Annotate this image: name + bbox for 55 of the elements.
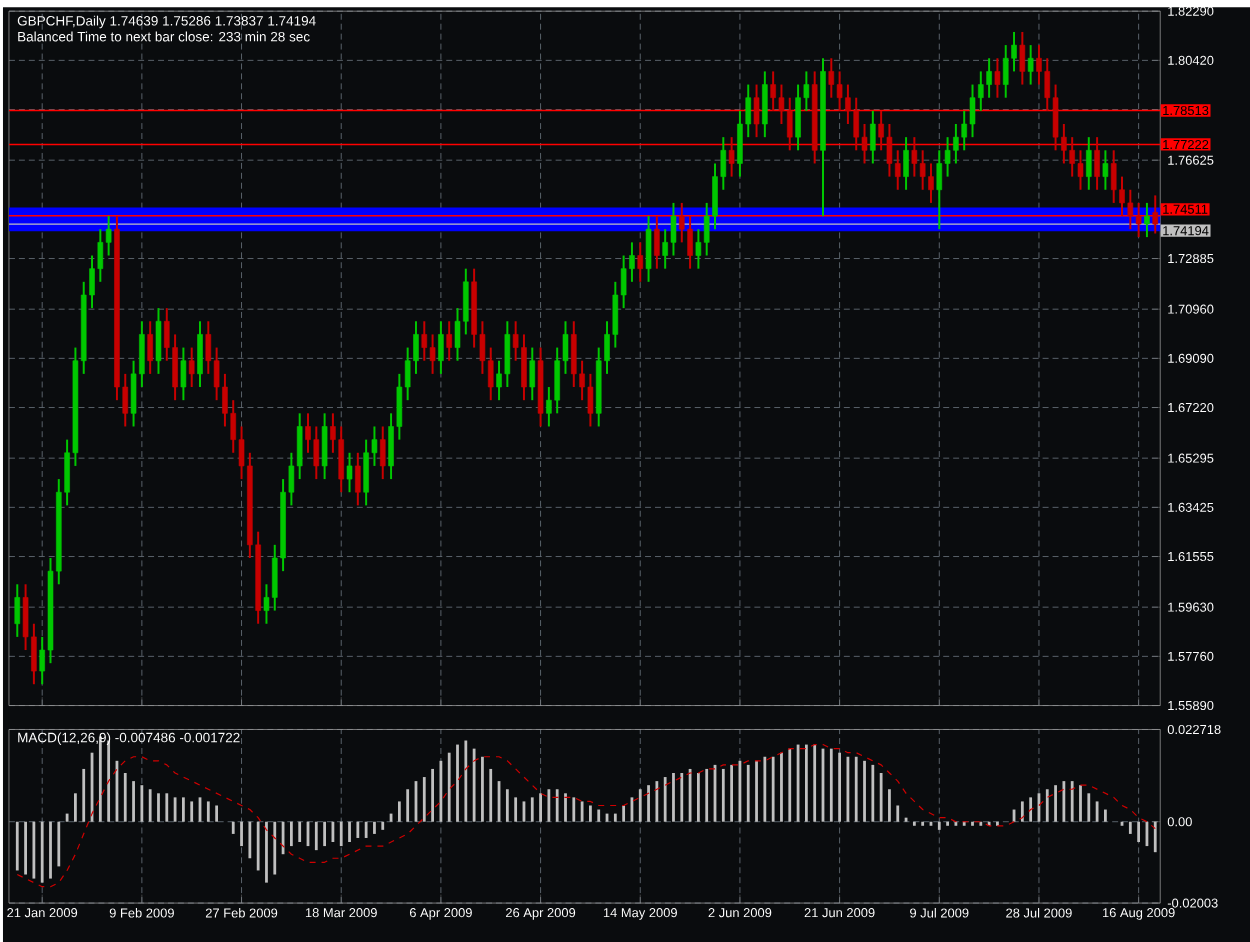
candlestick [637, 240, 644, 283]
candlestick [346, 451, 353, 493]
candlestick [438, 319, 444, 375]
candlestick [911, 135, 918, 178]
candlestick [504, 319, 511, 388]
candlestick [521, 332, 527, 401]
candlestick [1019, 30, 1026, 86]
candlestick [1135, 201, 1142, 238]
candlestick [762, 69, 768, 138]
candlestick [1094, 135, 1100, 191]
candlestick [886, 122, 893, 178]
candlestick [313, 425, 320, 480]
candlestick [355, 451, 361, 506]
candlestick [687, 214, 693, 270]
candlestick [147, 319, 153, 375]
candlestick [321, 411, 328, 480]
candlestick [986, 56, 992, 99]
candlestick [571, 319, 577, 388]
candlestick [1077, 148, 1084, 191]
candlestick [587, 372, 594, 428]
candlestick [670, 201, 677, 257]
candlestick [197, 319, 203, 388]
candlestick [753, 83, 760, 138]
candlestick [786, 96, 793, 151]
candlestick [338, 425, 345, 493]
candlestick [645, 214, 652, 283]
candlestick [1144, 201, 1150, 238]
candlestick [994, 56, 1001, 99]
candlestick [1002, 43, 1009, 99]
candlestick [446, 319, 452, 362]
candlestick [728, 135, 735, 178]
candlestick [188, 346, 195, 388]
candlestick [421, 319, 428, 362]
candlestick [1027, 43, 1034, 86]
candlestick [903, 135, 909, 191]
candlestick [180, 346, 187, 401]
candlestick [654, 214, 660, 270]
candlestick [1152, 193, 1159, 235]
candlestick [870, 109, 876, 164]
candlestick [529, 346, 536, 401]
candlestick [1110, 148, 1117, 204]
candlestick [1102, 148, 1109, 191]
candlestick [1086, 135, 1092, 191]
candlestick [936, 148, 943, 230]
candlestick [969, 83, 976, 138]
candlestick [155, 306, 162, 375]
candlestick [379, 425, 386, 480]
candlestick [928, 162, 934, 204]
candlestick [919, 148, 926, 191]
candlestick [828, 56, 835, 99]
candlestick [14, 582, 21, 638]
candlestick [853, 96, 860, 151]
candlestick [1127, 188, 1134, 230]
candlestick [836, 69, 843, 112]
candlestick [429, 332, 436, 375]
